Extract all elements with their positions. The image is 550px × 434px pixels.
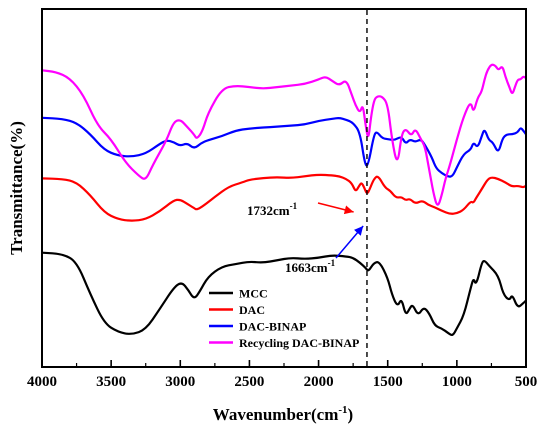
annotation-arrow-blue — [335, 225, 364, 259]
legend: MCC DAC DAC-BINAP Recycling DAC-BINAP — [209, 287, 359, 350]
x-tick-label: 3000 — [165, 374, 195, 390]
series-line-dac — [42, 173, 526, 222]
annotation-label-1732: 1732cm-1 — [247, 201, 298, 218]
legend-label: DAC — [239, 303, 265, 317]
annotation-arrow-red — [317, 202, 354, 215]
x-tick-label: 1500 — [373, 374, 403, 390]
annotation-label-1663: 1663cm-1 — [285, 258, 336, 275]
plot-frame — [41, 8, 527, 368]
legend-label: MCC — [239, 287, 268, 301]
series-line-dac-binap — [42, 116, 526, 178]
x-tick-label: 500 — [515, 374, 538, 390]
y-axis-title: Transmittance(%) — [7, 121, 26, 255]
x-tick-label: 4000 — [27, 374, 57, 390]
series-line-recycling-dac-binap — [42, 63, 526, 206]
series-line-mcc — [42, 251, 526, 337]
x-tick-label: 3500 — [96, 374, 126, 390]
x-tick-label: 2000 — [304, 374, 334, 390]
x-tick-label: 2500 — [234, 374, 264, 390]
legend-label: DAC-BINAP — [239, 320, 306, 334]
legend-label: Recycling DAC-BINAP — [239, 336, 359, 350]
x-tick-label: 1000 — [442, 374, 472, 390]
x-axis-title: Wavenumber(cm-1) — [213, 404, 353, 424]
